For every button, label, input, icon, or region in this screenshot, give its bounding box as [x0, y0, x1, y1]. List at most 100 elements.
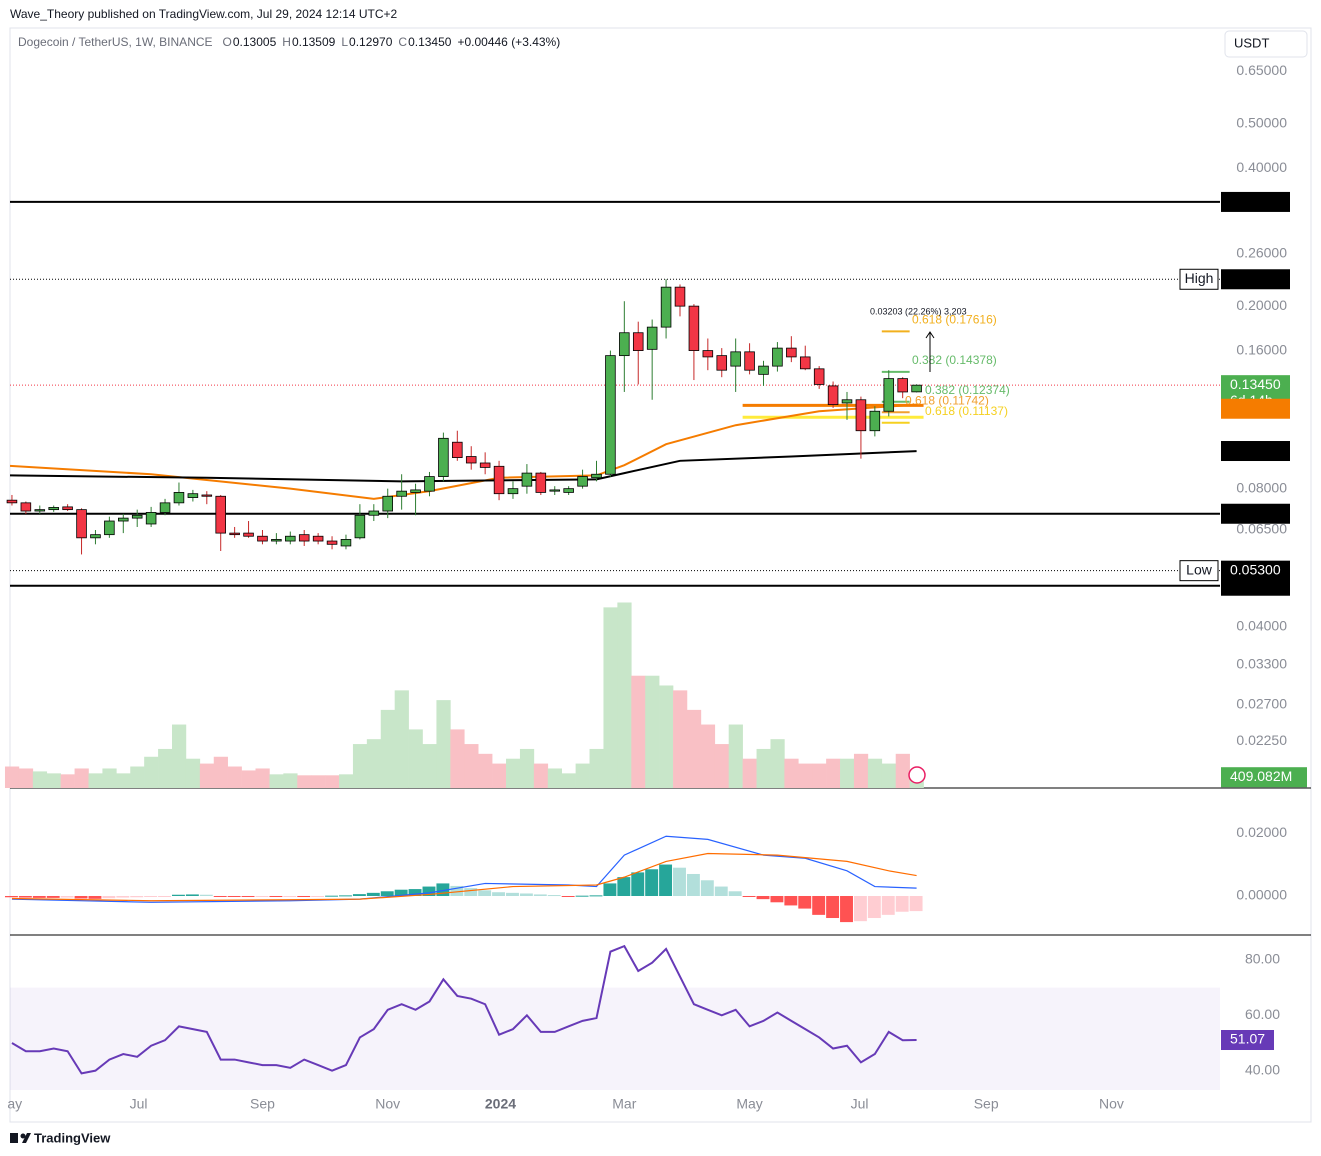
- volume-bar: [32, 771, 48, 788]
- x-tick-label: ay: [7, 1096, 22, 1112]
- volume-bar: [673, 690, 688, 788]
- macd-histogram: [241, 895, 255, 897]
- candle-body: [688, 305, 700, 351]
- macd-histogram: [784, 895, 798, 906]
- price-tag: [1221, 191, 1290, 212]
- ohlc-value: 0.13005: [233, 35, 277, 49]
- macd-histogram: [408, 889, 422, 896]
- frame: [9, 27, 1312, 1123]
- candle-body: [368, 510, 380, 516]
- volume-bar: [352, 744, 368, 788]
- volume-bar: [742, 758, 757, 788]
- macd-histogram: [422, 886, 436, 896]
- logo: [10, 1133, 31, 1143]
- macd-histogram: [686, 873, 700, 896]
- macd-histogram: [116, 895, 130, 898]
- macd-histogram: [18, 895, 32, 898]
- macd-histogram: [464, 888, 478, 896]
- volume-bar: [561, 773, 576, 788]
- candle-body: [257, 535, 268, 542]
- macd-histogram: [60, 895, 74, 898]
- x-tick-label: Jul: [851, 1096, 869, 1112]
- candle-body: [813, 368, 825, 385]
- moving-average: [10, 450, 917, 483]
- volume-bar: [46, 773, 61, 788]
- macd-histogram: [742, 895, 756, 897]
- macd-histogram: [325, 895, 339, 897]
- volume-bar: [700, 724, 716, 788]
- volume-bar: [867, 758, 883, 788]
- macd-histogram: [213, 895, 227, 897]
- macd-histogram: [673, 867, 686, 896]
- x-tick-label: Nov: [1099, 1096, 1124, 1112]
- macd-histogram: [547, 895, 561, 897]
- macd-histogram: [519, 893, 533, 896]
- volume-bar: [88, 773, 103, 788]
- y-tick-label: 0.04000: [1236, 617, 1287, 633]
- y-tick-label: 0.16000: [1236, 341, 1287, 357]
- change: +0.00446 (+3.43%): [457, 35, 560, 49]
- volume-bar: [853, 753, 869, 788]
- volume-bar: [895, 753, 910, 788]
- candle-body: [62, 506, 73, 511]
- candle-body: [827, 385, 839, 405]
- macd-histogram: [172, 894, 185, 896]
- candle-body: [312, 535, 324, 542]
- volume-bar: [227, 766, 242, 788]
- macd-histogram: [631, 872, 645, 896]
- currency-button[interactable]: [1224, 30, 1308, 58]
- volume-bar: [519, 748, 535, 788]
- volume-bar: [506, 758, 521, 788]
- volume-bar: [158, 748, 173, 788]
- y-tick-label: 0.02250: [1236, 732, 1287, 748]
- volume-bar: [812, 763, 827, 788]
- currency[interactable]: USDT: [1234, 35, 1269, 50]
- macd-histogram: [909, 895, 923, 912]
- candle-body: [563, 488, 574, 493]
- candle-body: [786, 347, 797, 358]
- macd-histogram: [269, 895, 283, 897]
- side-tag: [1179, 560, 1219, 582]
- macd-histogram: [380, 891, 394, 896]
- volume-bar: [144, 756, 159, 788]
- volume-bar: [408, 729, 423, 788]
- candle-body: [396, 490, 407, 497]
- macd-histogram: [227, 895, 241, 897]
- macd-histogram: [659, 864, 673, 896]
- candle-body: [354, 514, 366, 539]
- x-tick-label: Nov: [375, 1096, 400, 1112]
- macd-histogram: [617, 877, 631, 896]
- y-tick-label: 0.40000: [1236, 159, 1287, 175]
- candle-body: [76, 509, 87, 539]
- candle-body: [591, 473, 602, 479]
- macd-line: [11, 835, 917, 903]
- candle-body: [716, 355, 728, 371]
- volume-bar: [241, 770, 256, 788]
- candle-body: [340, 539, 352, 547]
- x-tick-label: Sep: [974, 1096, 999, 1112]
- macd-histogram: [575, 895, 589, 897]
- macd-histogram: [812, 895, 826, 915]
- macd-histogram: [450, 885, 464, 896]
- volume-bar: [547, 768, 562, 788]
- volume-bar: [756, 748, 771, 788]
- candle-body: [285, 535, 296, 542]
- volume-bar: [185, 758, 201, 788]
- macd-line: [11, 852, 917, 902]
- candle-body: [841, 399, 853, 404]
- volume-bar: [840, 758, 855, 788]
- macd-histogram: [533, 894, 547, 896]
- volume-bar: [130, 766, 145, 788]
- macd-histogram: [756, 895, 770, 900]
- volume-bar: [366, 739, 382, 788]
- fib-label: 0.618 (0.11137): [925, 404, 1008, 418]
- volume-bar: [18, 768, 34, 788]
- ohlc-value: 0.13509: [292, 35, 336, 49]
- volume-bar: [102, 768, 117, 788]
- macd-histogram: [185, 894, 199, 896]
- y-tick-label: 0.06500: [1236, 521, 1287, 537]
- candle-body: [855, 399, 867, 432]
- macd-histogram: [881, 895, 895, 915]
- macd-histogram: [645, 869, 659, 896]
